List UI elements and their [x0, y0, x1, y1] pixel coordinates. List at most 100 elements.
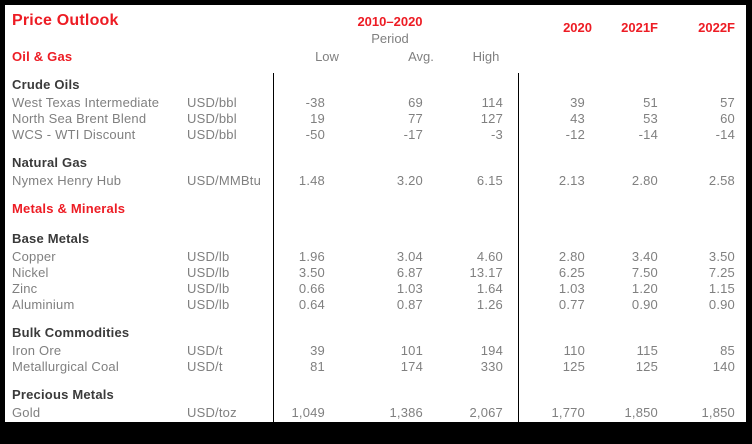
section-row-natural-gas: Natural Gas	[5, 153, 746, 173]
page-title: Price Outlook	[12, 12, 119, 29]
group-header-oil-and-gas: Oil & Gas	[12, 49, 73, 64]
table-row-aluminium: Aluminium USD/lb 0.64 0.87 1.26 0.77 0.9…	[5, 297, 746, 313]
row-unit: USD/lb	[187, 281, 230, 296]
value-2022f: 140	[712, 359, 735, 374]
column-header-2021f: 2021F	[621, 20, 658, 35]
row-unit: USD/t	[187, 359, 223, 374]
table-row-wcs-discount: WCS - WTI Discount USD/bbl -50 -17 -3 -1…	[5, 127, 746, 143]
value-avg: 0.87	[396, 297, 423, 312]
value-low: 3.50	[298, 265, 325, 280]
row-label: Aluminium	[12, 297, 75, 312]
row-unit: USD/toz	[187, 405, 237, 420]
value-2022f: 1,850	[701, 405, 735, 420]
value-avg: 174	[400, 359, 423, 374]
value-2022f: 7.25	[708, 265, 735, 280]
column-header-high: High	[472, 49, 500, 64]
value-avg: 3.04	[396, 249, 423, 264]
table-row-copper: Copper USD/lb 1.96 3.04 4.60 2.80 3.40 3…	[5, 249, 746, 265]
value-avg: 101	[400, 343, 423, 358]
column-divider-right	[518, 73, 519, 422]
value-2022f: 57	[720, 95, 735, 110]
value-low: 19	[310, 111, 325, 126]
row-label: Copper	[12, 249, 56, 264]
row-unit: USD/MMBtu	[187, 173, 262, 188]
period-label: Period	[371, 31, 409, 46]
column-header-low: Low	[315, 49, 339, 64]
value-2021f: 3.40	[631, 249, 658, 264]
value-low: 1.48	[298, 173, 325, 188]
value-2021f: 53	[643, 111, 658, 126]
value-avg: 6.87	[396, 265, 423, 280]
value-2020: 0.77	[558, 297, 585, 312]
value-avg: 77	[408, 111, 423, 126]
table-body: Crude Oils West Texas Intermediate USD/b…	[5, 65, 746, 421]
column-divider-left	[273, 73, 274, 422]
value-high: -3	[491, 127, 503, 142]
row-unit: USD/lb	[187, 249, 230, 264]
column-header-2020: 2020	[563, 20, 592, 35]
row-unit: USD/lb	[187, 297, 230, 312]
value-low: 1,049	[291, 405, 325, 420]
group-label: Metals & Minerals	[12, 201, 126, 216]
value-2022f: -14	[715, 127, 735, 142]
value-2021f: 51	[643, 95, 658, 110]
section-label: Natural Gas	[12, 155, 88, 170]
table-row-nickel: Nickel USD/lb 3.50 6.87 13.17 6.25 7.50 …	[5, 265, 746, 281]
value-avg: -17	[403, 127, 423, 142]
value-2021f: -14	[638, 127, 658, 142]
value-high: 1.64	[476, 281, 503, 296]
value-2020: 1.03	[558, 281, 585, 296]
value-avg: 1,386	[389, 405, 423, 420]
section-row-crude-oils: Crude Oils	[5, 75, 746, 95]
section-label: Crude Oils	[12, 77, 80, 92]
value-low: 0.64	[298, 297, 325, 312]
value-low: -38	[305, 95, 325, 110]
value-avg: 69	[408, 95, 423, 110]
section-label: Precious Metals	[12, 387, 114, 402]
section-label: Bulk Commodities	[12, 325, 130, 340]
value-2020: 1,770	[551, 405, 585, 420]
period-range-header: 2010–2020	[357, 14, 423, 29]
value-low: 1.96	[298, 249, 325, 264]
row-unit: USD/bbl	[187, 95, 237, 110]
value-2021f: 1,850	[624, 405, 658, 420]
row-label: West Texas Intermediate	[12, 95, 160, 110]
value-2020: 2.13	[558, 173, 585, 188]
row-label: North Sea Brent Blend	[12, 111, 147, 126]
value-low: 81	[310, 359, 325, 374]
value-high: 1.26	[476, 297, 503, 312]
value-high: 114	[481, 95, 503, 110]
row-label: Zinc	[12, 281, 38, 296]
table-row-metallurgical-coal: Metallurgical Coal USD/t 81 174 330 125 …	[5, 359, 746, 375]
row-label: Gold	[12, 405, 41, 420]
price-outlook-table: Price Outlook 2010–2020 Period Low Avg. …	[5, 5, 746, 422]
row-unit: USD/lb	[187, 265, 230, 280]
value-2020: 110	[563, 343, 585, 358]
row-unit: USD/t	[187, 343, 223, 358]
value-2021f: 0.90	[631, 297, 658, 312]
table-row-brent: North Sea Brent Blend USD/bbl 19 77 127 …	[5, 111, 746, 127]
value-avg: 3.20	[396, 173, 423, 188]
value-2022f: 3.50	[708, 249, 735, 264]
group-header-metals-minerals: Metals & Minerals	[5, 199, 746, 219]
value-2021f: 125	[635, 359, 658, 374]
value-high: 127	[480, 111, 503, 126]
value-2022f: 1.15	[708, 281, 735, 296]
row-label: Iron Ore	[12, 343, 62, 358]
value-2022f: 2.58	[708, 173, 735, 188]
table-row-gold: Gold USD/toz 1,049 1,386 2,067 1,770 1,8…	[5, 405, 746, 421]
value-high: 330	[480, 359, 503, 374]
value-2021f: 7.50	[631, 265, 658, 280]
section-row-precious-metals: Precious Metals	[5, 385, 746, 405]
value-2021f: 115	[636, 343, 658, 358]
section-label: Base Metals	[12, 231, 90, 246]
value-high: 4.60	[476, 249, 503, 264]
value-high: 2,067	[469, 405, 503, 420]
table-row-iron-ore: Iron Ore USD/t 39 101 194 110 115 85	[5, 343, 746, 359]
value-2020: 6.25	[558, 265, 585, 280]
value-2020: 2.80	[558, 249, 585, 264]
value-high: 13.17	[469, 265, 503, 280]
row-label: Nickel	[12, 265, 49, 280]
value-2021f: 2.80	[631, 173, 658, 188]
